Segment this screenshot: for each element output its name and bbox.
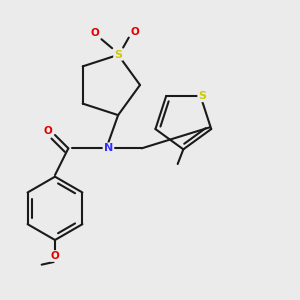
Text: S: S xyxy=(198,91,206,101)
Text: N: N xyxy=(104,143,113,153)
Text: O: O xyxy=(51,251,59,261)
Text: O: O xyxy=(43,126,52,136)
Text: O: O xyxy=(90,28,99,38)
Text: S: S xyxy=(114,50,122,60)
Text: O: O xyxy=(130,26,139,37)
